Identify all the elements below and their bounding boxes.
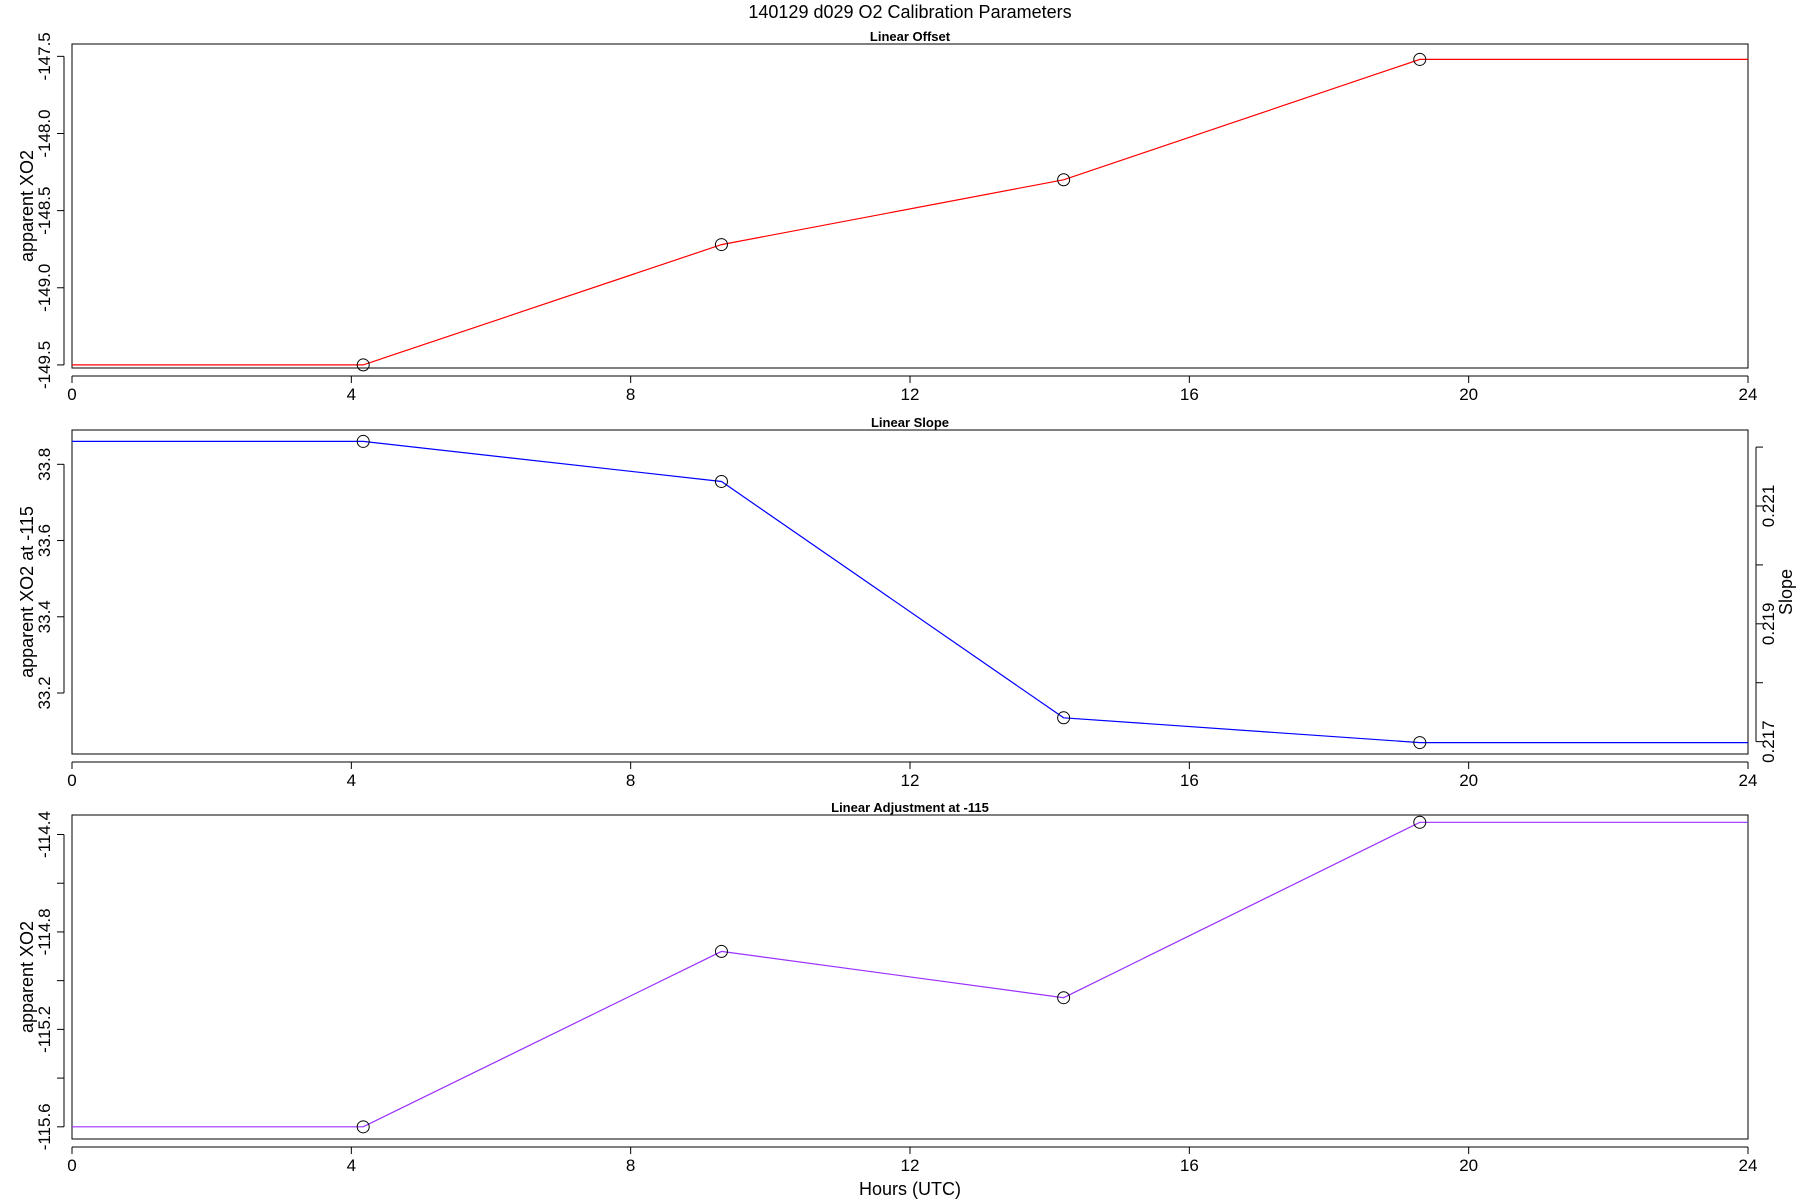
x-tick-label: 20 bbox=[1459, 1156, 1478, 1175]
y2-axis-label: Slope bbox=[1776, 569, 1796, 615]
panel-3: Linear Adjustment at -115 0 4 8 12 16 20 24 -115… bbox=[17, 800, 1757, 1175]
x-tick-label: 12 bbox=[901, 1156, 920, 1175]
panel-title: Linear Slope bbox=[871, 415, 949, 430]
y-tick-label: 33.6 bbox=[35, 524, 54, 557]
y-tick-label: -148.5 bbox=[35, 187, 54, 235]
figure-title: 140129 d029 O2 Calibration Parameters bbox=[748, 2, 1071, 22]
data-point-marker bbox=[714, 944, 728, 958]
y-axis-label: apparent XO2 bbox=[17, 921, 37, 1033]
data-point-marker bbox=[1413, 815, 1427, 829]
plot-frame bbox=[71, 429, 1749, 755]
x-tick-label: 4 bbox=[347, 385, 356, 404]
data-point-marker bbox=[356, 358, 370, 372]
x-tick-label: 8 bbox=[626, 771, 635, 790]
y-axis-label: apparent XO2 bbox=[17, 150, 37, 262]
x-tick-label: 16 bbox=[1180, 1156, 1199, 1175]
data-point-marker bbox=[1057, 991, 1071, 1005]
data-point-marker bbox=[356, 434, 370, 448]
panel-2: Linear Slope 0 4 8 12 16 20 24 33.2 33.4 33.6 33.8 a… bbox=[17, 415, 1796, 790]
y-tick-label: 33.2 bbox=[35, 676, 54, 709]
plot-frame bbox=[71, 814, 1749, 1140]
panels-group: Linear Offset 0 4 8 12 16 20 24 -149.5 -149.0 -148… bbox=[17, 29, 1796, 1175]
y-tick-label: -149.5 bbox=[35, 341, 54, 389]
y-tick-label: 33.4 bbox=[35, 600, 54, 633]
y-tick-label: 33.8 bbox=[35, 448, 54, 481]
y-tick-label: -114.4 bbox=[35, 811, 54, 858]
x-tick-label: 16 bbox=[1180, 771, 1199, 790]
panel-1: Linear Offset 0 4 8 12 16 20 24 -149.5 -149.0 -148… bbox=[17, 29, 1757, 404]
y-tick-label: -147.5 bbox=[35, 32, 54, 80]
x-tick-label: 0 bbox=[67, 385, 76, 404]
series-line bbox=[72, 821, 1748, 1128]
x-tick-label: 20 bbox=[1459, 771, 1478, 790]
x-tick-label: 4 bbox=[347, 771, 356, 790]
x-tick-label: 8 bbox=[626, 385, 635, 404]
x-tick-label: 12 bbox=[901, 771, 920, 790]
data-point-marker bbox=[1057, 711, 1071, 725]
x-tick-label: 0 bbox=[67, 771, 76, 790]
series-line bbox=[72, 58, 1748, 366]
y-tick-label: -115.6 bbox=[35, 1103, 54, 1150]
x-tick-label: 16 bbox=[1180, 385, 1199, 404]
y-tick-label: -114.8 bbox=[35, 908, 54, 955]
y2-tick-label: 0.219 bbox=[1759, 603, 1778, 646]
x-axis-label: Hours (UTC) bbox=[859, 1179, 961, 1199]
x-tick-label: 4 bbox=[347, 1156, 356, 1175]
y2-tick-label: 0.221 bbox=[1759, 485, 1778, 528]
y2-tick-label: 0.217 bbox=[1759, 720, 1778, 763]
data-point-marker bbox=[356, 1120, 370, 1134]
x-tick-label: 8 bbox=[626, 1156, 635, 1175]
y-axis-label: apparent XO2 at -115 bbox=[17, 506, 37, 678]
x-tick-label: 0 bbox=[67, 1156, 76, 1175]
panel-title: Linear Adjustment at -115 bbox=[831, 800, 989, 815]
x-tick-label: 12 bbox=[901, 385, 920, 404]
panel-title: Linear Offset bbox=[870, 29, 951, 44]
series-line bbox=[72, 440, 1748, 744]
data-point-marker bbox=[714, 474, 728, 488]
x-tick-label: 24 bbox=[1739, 1156, 1758, 1175]
y-tick-label: -148.0 bbox=[35, 109, 54, 157]
plot-frame bbox=[71, 43, 1749, 369]
data-point-marker bbox=[1413, 52, 1427, 66]
data-point-marker bbox=[1413, 736, 1427, 750]
x-tick-label: 20 bbox=[1459, 385, 1478, 404]
x-tick-label: 24 bbox=[1739, 385, 1758, 404]
y-tick-label: -149.0 bbox=[35, 264, 54, 312]
data-point-marker bbox=[1057, 173, 1071, 187]
x-tick-label: 24 bbox=[1739, 771, 1758, 790]
data-point-marker bbox=[714, 238, 728, 252]
y-tick-label: -115.2 bbox=[35, 1006, 54, 1053]
